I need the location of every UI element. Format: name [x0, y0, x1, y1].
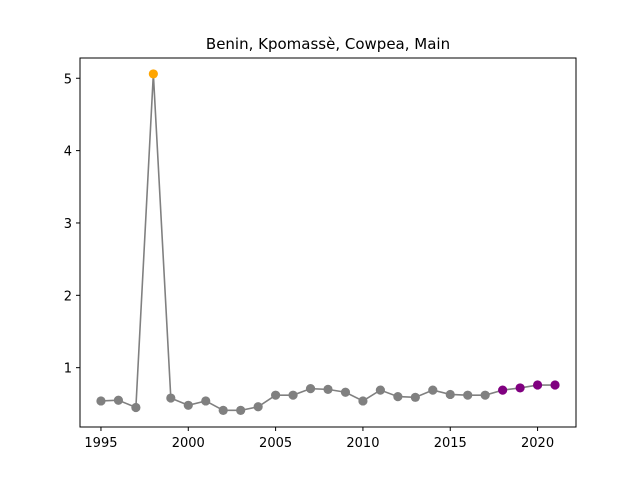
data-point-default [96, 396, 106, 406]
y-tick-label: 4 [64, 145, 72, 160]
axes-frame [79, 57, 577, 428]
x-tick-label: 2000 [172, 436, 205, 451]
x-tick-label: 1995 [84, 436, 117, 451]
data-point-default [131, 402, 141, 413]
data-point-default [166, 393, 176, 403]
data-point-default [428, 385, 438, 395]
data-point-default [305, 384, 316, 394]
x-tick-label: 2015 [434, 436, 467, 451]
plot-area: 1995 2000 2005 2010 2015 2020 1 2 3 4 5 [64, 57, 577, 451]
data-point-recent [532, 380, 543, 390]
y-tick-label: 3 [64, 217, 72, 232]
y-tick-label: 2 [64, 289, 72, 304]
series-line [100, 73, 556, 412]
data-point-default [323, 384, 333, 394]
x-tick-label: 2005 [259, 436, 292, 451]
x-tick-label: 2010 [346, 436, 379, 451]
data-point-default [445, 389, 455, 400]
data-point-default [480, 390, 490, 400]
data-point-default [271, 390, 281, 400]
data-point-default [113, 395, 124, 405]
data-point-default [236, 405, 246, 415]
data-point-default [410, 392, 420, 402]
chart-title: Benin, Kpomassè, Cowpea, Main [206, 35, 450, 53]
data-point-default [463, 390, 473, 400]
y-tick-label: 5 [64, 72, 72, 87]
data-point-recent [515, 383, 525, 393]
data-point-recent [498, 385, 508, 395]
data-point-default [358, 396, 368, 406]
data-point-default [201, 396, 211, 406]
data-point-default [183, 400, 193, 410]
data-point-highlight [148, 69, 158, 79]
data-point-default [375, 385, 385, 395]
data-point-default [253, 402, 263, 412]
data-point-default [218, 405, 228, 415]
data-point-default [288, 390, 298, 400]
x-tick-label: 2020 [521, 436, 554, 451]
data-point-default [340, 387, 351, 397]
data-point-recent [550, 380, 560, 390]
y-tick-label: 1 [64, 362, 72, 377]
data-point-default [393, 392, 403, 402]
